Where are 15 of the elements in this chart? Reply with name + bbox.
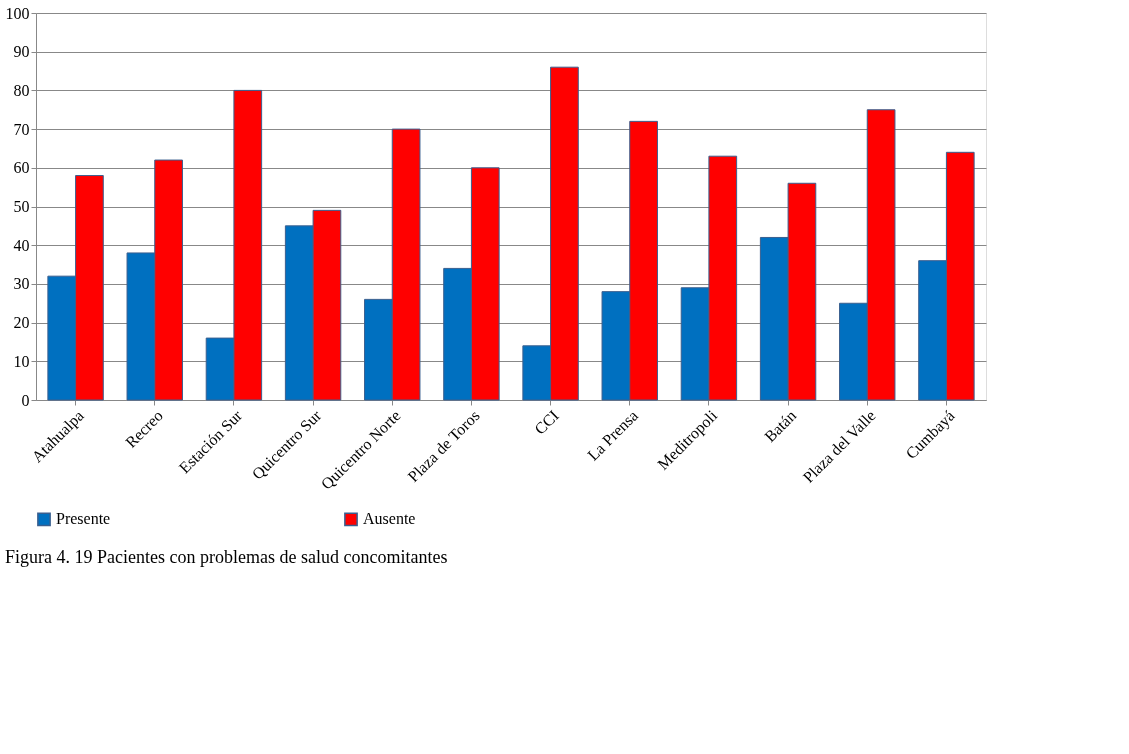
y-tick-label: 0 <box>21 391 30 409</box>
y-tick-label: 50 <box>13 198 30 215</box>
y-tick-label: 40 <box>13 236 30 254</box>
legend-label: Presente <box>56 510 111 528</box>
legend-label: Ausente <box>363 510 416 528</box>
y-tick-label: 10 <box>13 352 30 370</box>
y-tick-label: 100 <box>5 4 30 22</box>
x-tick-label: CCI <box>531 406 562 438</box>
y-tick-label: 90 <box>13 43 30 61</box>
y-tick-label: 70 <box>13 120 30 138</box>
text: Figura 4. 19 Pacientes con problemas de salud concomitantes <box>5 547 448 567</box>
y-tick-label: 30 <box>13 275 30 293</box>
y-tick-label: 80 <box>13 81 30 99</box>
y-tick-label: 20 <box>13 314 30 332</box>
y-tick-label: 60 <box>13 159 30 177</box>
